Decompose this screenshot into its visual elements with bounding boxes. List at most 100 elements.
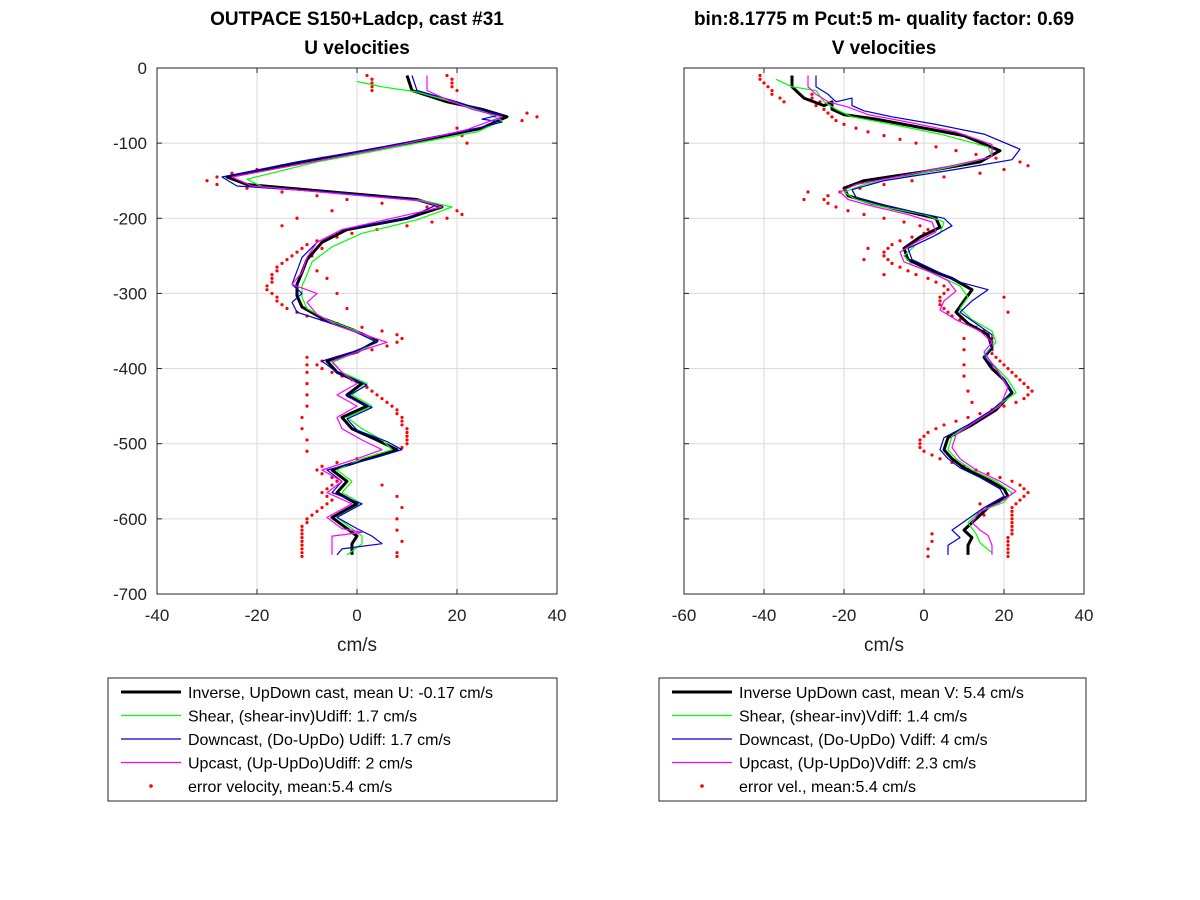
error-velocity-point bbox=[305, 521, 309, 525]
error-velocity-point bbox=[890, 261, 894, 265]
error-velocity-point bbox=[460, 212, 464, 217]
chart-title-v: bin:8.1775 m Pcut:5 m- quality factor: 0… bbox=[694, 9, 1074, 30]
error-velocity-point bbox=[758, 77, 762, 81]
error-velocity-point bbox=[270, 273, 274, 277]
error-velocity-point bbox=[898, 137, 902, 141]
error-velocity-point bbox=[938, 457, 942, 461]
error-velocity-point bbox=[300, 551, 304, 555]
legend-box bbox=[107, 677, 558, 802]
error-velocity-point bbox=[994, 355, 998, 359]
error-velocity-point bbox=[280, 303, 284, 307]
error-velocity-point bbox=[385, 344, 389, 348]
error-velocity-point bbox=[826, 111, 830, 115]
error-velocity-point bbox=[315, 468, 319, 472]
error-velocity-point bbox=[400, 445, 404, 450]
error-velocity-point bbox=[782, 100, 786, 104]
error-velocity-point bbox=[1010, 370, 1014, 374]
error-velocity-point bbox=[400, 419, 404, 423]
error-velocity-point bbox=[930, 532, 934, 536]
error-velocity-point bbox=[778, 96, 782, 100]
error-velocity-point bbox=[1002, 363, 1006, 367]
y-tick-label: -700 bbox=[113, 585, 147, 604]
error-velocity-point bbox=[365, 73, 369, 78]
error-velocity-point bbox=[380, 397, 384, 401]
error-velocity-point bbox=[1010, 532, 1014, 536]
error-velocity-point bbox=[802, 197, 806, 202]
error-velocity-point bbox=[882, 254, 886, 258]
error-velocity-point bbox=[938, 295, 942, 299]
error-velocity-point bbox=[1010, 517, 1014, 521]
error-velocity-point bbox=[265, 284, 269, 288]
error-velocity-point bbox=[1022, 382, 1026, 386]
error-velocity-point bbox=[300, 528, 304, 532]
series-line-1 bbox=[790, 75, 1014, 555]
error-velocity-point bbox=[305, 382, 309, 386]
error-velocity-point bbox=[934, 145, 938, 149]
error-velocity-point bbox=[1006, 366, 1010, 371]
error-velocity-point bbox=[445, 216, 449, 220]
error-velocity-point bbox=[275, 299, 279, 303]
error-velocity-point bbox=[330, 498, 334, 502]
error-velocity-point bbox=[910, 179, 914, 183]
x-tick-label: 0 bbox=[352, 606, 361, 625]
error-velocity-point bbox=[822, 197, 826, 202]
error-velocity-point bbox=[370, 88, 374, 93]
error-velocity-point bbox=[854, 126, 858, 130]
error-velocity-point bbox=[882, 182, 886, 187]
error-velocity-point bbox=[400, 423, 404, 427]
error-velocity-point bbox=[930, 539, 934, 544]
error-velocity-point bbox=[918, 438, 922, 442]
error-velocity-point bbox=[926, 430, 930, 435]
error-velocity-point bbox=[1026, 385, 1030, 389]
error-velocity-point bbox=[215, 182, 219, 187]
error-velocity-point bbox=[305, 355, 309, 359]
x-tick-label: -40 bbox=[145, 606, 170, 625]
error-velocity-point bbox=[315, 363, 319, 367]
error-velocity-point bbox=[910, 235, 914, 239]
error-velocity-point bbox=[1010, 528, 1014, 532]
error-velocity-point bbox=[954, 419, 958, 423]
error-velocity-point bbox=[320, 464, 324, 468]
error-velocity-point bbox=[1002, 404, 1006, 408]
series-line-4 bbox=[231, 75, 503, 555]
legend-entry: Downcast, (Do-UpDo) Udiff: 1.7 cm/s bbox=[188, 732, 451, 749]
u-velocity-panel: OUTPACE S150+Ladcp, cast #31 U velocitie… bbox=[107, 9, 566, 802]
error-velocity-point bbox=[325, 487, 329, 491]
error-velocity-point bbox=[305, 242, 309, 247]
y-tick-label: -400 bbox=[113, 360, 147, 379]
error-velocity-point bbox=[866, 130, 870, 134]
error-velocity-point bbox=[914, 141, 918, 145]
error-velocity-point bbox=[280, 190, 284, 194]
error-velocity-point bbox=[395, 517, 399, 521]
error-velocity-point bbox=[834, 205, 838, 209]
error-velocity-point bbox=[934, 427, 938, 431]
y-tick-label: -200 bbox=[113, 209, 147, 228]
error-velocity-point bbox=[275, 295, 279, 299]
x-tick-label: 40 bbox=[1075, 606, 1094, 625]
error-velocity-point bbox=[275, 269, 279, 273]
error-velocity-point bbox=[320, 505, 324, 510]
error-velocity-point bbox=[890, 242, 894, 247]
y-tick-label: -300 bbox=[113, 284, 147, 303]
x-tick-label: -60 bbox=[672, 606, 697, 625]
error-velocity-point bbox=[1002, 167, 1006, 172]
error-velocity-point bbox=[882, 250, 886, 254]
error-velocity-point bbox=[882, 216, 886, 220]
error-velocity-point bbox=[1010, 513, 1014, 517]
error-velocity-point bbox=[380, 201, 384, 205]
error-velocity-point bbox=[970, 400, 974, 404]
error-velocity-point bbox=[986, 472, 990, 476]
error-velocity-point bbox=[455, 126, 459, 130]
error-velocity-point bbox=[395, 333, 399, 337]
error-velocity-point bbox=[325, 502, 329, 506]
error-velocity-point bbox=[455, 88, 459, 93]
legend-entry: Upcast, (Up-UpDo)Udiff: 2 cm/s bbox=[188, 756, 413, 773]
error-velocity-point bbox=[942, 306, 946, 311]
error-velocity-point bbox=[982, 513, 986, 517]
error-velocity-point bbox=[395, 551, 399, 555]
error-velocity-point bbox=[1022, 397, 1026, 401]
error-velocity-point bbox=[345, 197, 349, 202]
error-velocity-point bbox=[998, 475, 1002, 480]
error-velocity-point bbox=[380, 329, 384, 333]
